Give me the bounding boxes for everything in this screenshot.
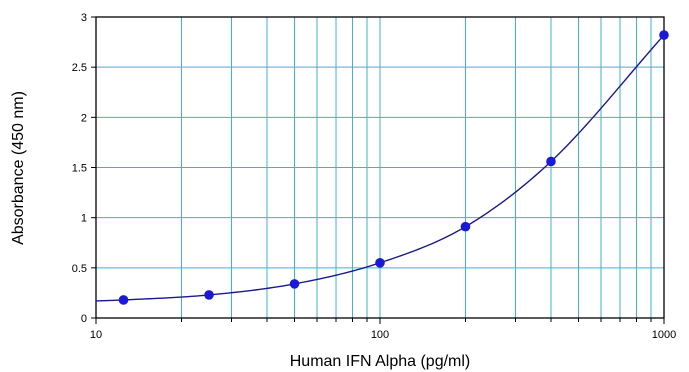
x-tick-label: 100 [371,329,389,341]
x-axis-title: Human IFN Alpha (pg/ml) [290,353,471,370]
fit-curve-layer [95,34,665,302]
x-tick-label: 10 [90,329,102,341]
data-point [659,30,669,40]
y-axis-title: Absorbance (450 nm) [10,91,27,245]
data-point [204,290,214,300]
y-tick-label: 2.5 [72,62,87,74]
y-tick-label: 1 [81,213,87,225]
y-tick-label: 0 [81,313,87,325]
y-tick-label: 2 [81,112,87,124]
x-tick-labels: 10 100 1000 [90,329,676,341]
fit-curve [95,34,665,302]
y-tick-label: 3 [81,12,87,24]
data-point [289,279,300,289]
grid-lines [96,16,664,318]
y-tick-label: 1.5 [72,163,87,175]
data-points [118,30,669,305]
y-tick-labels: 0 0.5 1 1.5 2 2.5 3 [72,12,87,325]
x-tick-label: 1000 [652,329,676,341]
y-tick-label: 0.5 [72,263,87,275]
data-point [460,221,471,232]
tick-marks [91,16,665,324]
data-point [375,258,385,268]
data-point [118,295,129,305]
data-point [546,156,556,167]
